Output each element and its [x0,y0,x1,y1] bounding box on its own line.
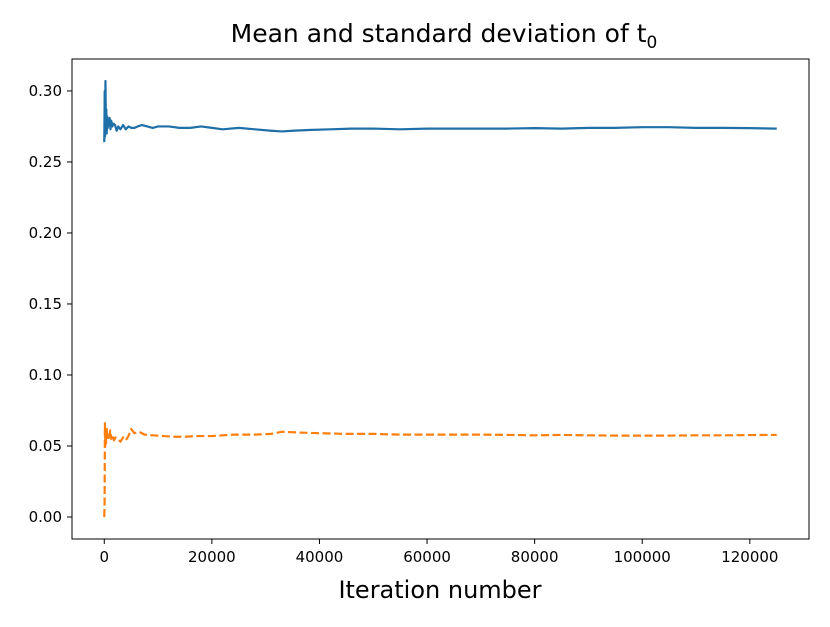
series-layer [103,79,777,518]
x-axis-label: Iteration number [338,576,541,604]
y-tick-label: 0.15 [29,295,62,313]
x-tick-label: 100000 [614,548,671,566]
y-tick-label: 0.10 [29,366,62,384]
y-tick-label: 0.25 [29,153,62,171]
x-tick-label: 80000 [511,548,559,566]
y-axis: 0.00 0.05 0.10 0.15 0.20 0.25 0.30 [29,82,72,526]
x-tick-label: 40000 [296,548,344,566]
series-line-std [103,422,777,518]
chart-title-subscript: 0 [647,33,658,53]
y-tick-label: 0.00 [29,508,62,526]
x-tick-label: 20000 [188,548,236,566]
y-tick-label: 0.05 [29,437,62,455]
plot-frame [71,58,810,540]
series-line-mean [103,79,777,143]
x-tick-label: 120000 [721,548,778,566]
x-axis: 0 20000 40000 60000 80000 100000 120000 [100,539,778,566]
chart-title: Mean and standard deviation of t0 [231,19,658,53]
x-tick-label: 60000 [403,548,451,566]
y-tick-label: 0.30 [29,82,62,100]
chart-title-main: Mean and standard deviation of t [231,19,647,48]
y-tick-label: 0.20 [29,224,62,242]
x-tick-label: 0 [100,548,110,566]
